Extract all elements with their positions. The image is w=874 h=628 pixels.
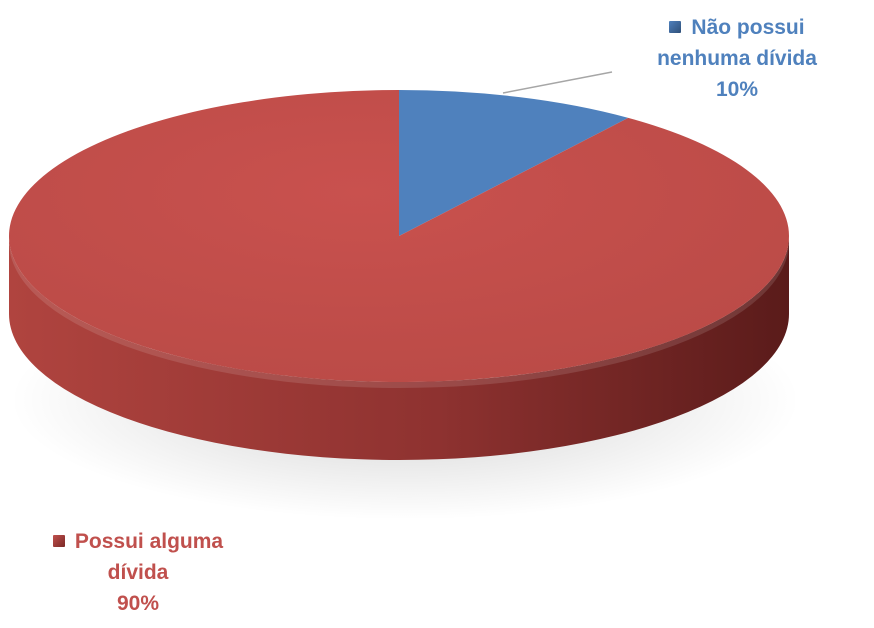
leader-line-slice-1: [502, 71, 613, 94]
pie-side-slice-2: [9, 236, 789, 460]
label-line-1: Não possui: [691, 16, 805, 39]
data-label-possui: Possui alguma dívida 90%: [8, 526, 268, 619]
label-line-2: dívida: [107, 561, 169, 584]
legend-key-red-icon: [52, 535, 65, 547]
label-percent: 90%: [116, 592, 160, 615]
pie-side-walls: [9, 236, 789, 460]
legend-key-blue-icon: [669, 21, 682, 33]
pie-top-face: [8, 90, 789, 382]
pie-slice-1: [399, 90, 629, 236]
label-percent: 10%: [715, 78, 759, 101]
label-line-2: nenhuma dívida: [657, 47, 817, 70]
pie-slice-2: [8, 90, 789, 382]
data-label-nao-possui: Não possui nenhuma dívida 10%: [612, 12, 862, 105]
label-line-1: Possui alguma: [74, 530, 224, 553]
